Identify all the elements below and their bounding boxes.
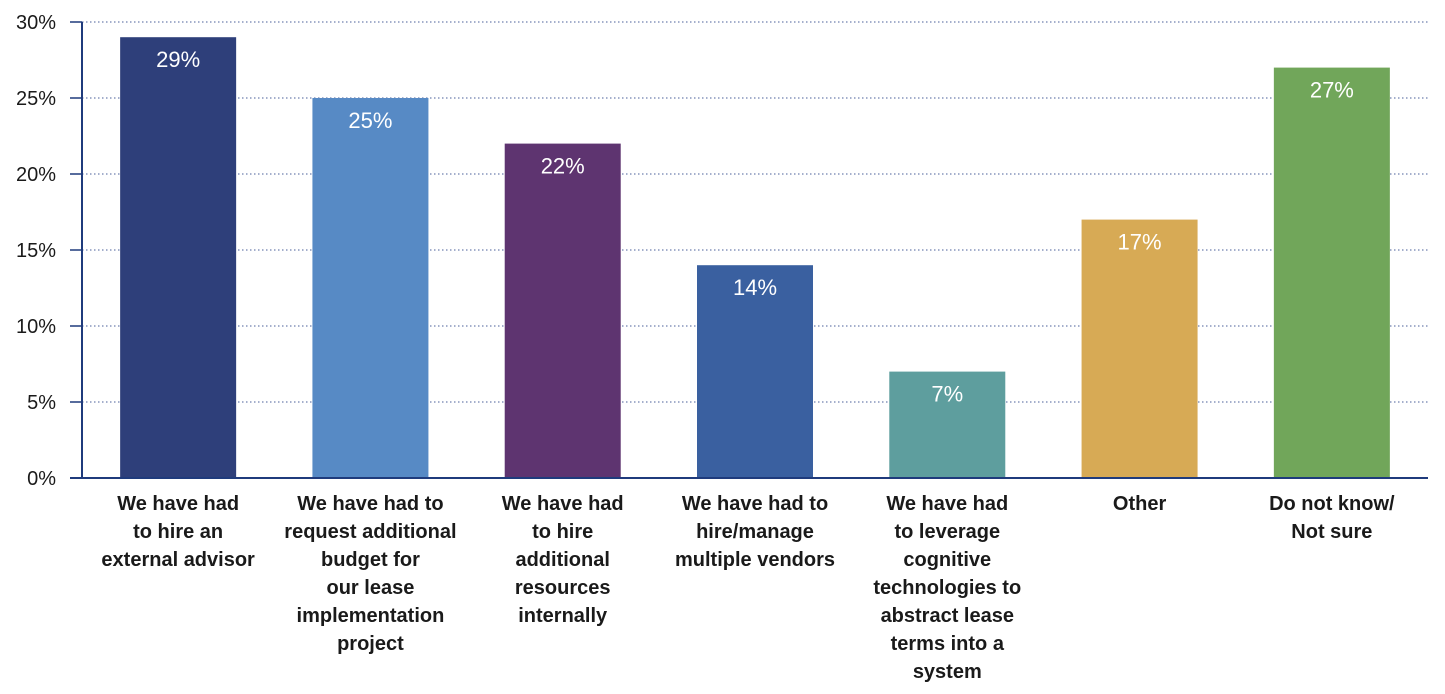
category-label-line: We have had [117,493,240,515]
category-label-line: hire/manage [696,521,814,543]
y-tick-label: 0% [27,468,56,490]
category-label-line: technologies to [873,577,1022,599]
category-label-line: We have had [886,493,1009,515]
y-tick-label: 20% [16,164,56,186]
category-label-line: Other [1112,493,1167,515]
bar-value-label: 29% [156,47,200,72]
category-label: We have had to hire/manage multiple vendor… [655,490,855,574]
y-tick-label: 10% [16,316,56,338]
category-label-line: We have had to [297,493,444,515]
category-label-line: to hire [532,521,594,543]
bars [120,37,1390,478]
category-label-line: Not sure [1291,521,1373,543]
category-label-line: external advisor [101,549,255,571]
category-label: Do not know/Not sure [1232,490,1432,546]
bar [1273,67,1390,478]
bar-value-label: 25% [348,108,392,133]
category-label-line: request additional [284,521,457,543]
bar-value-label: 7% [931,382,963,407]
bar-value-label: 27% [1310,78,1354,103]
category-label-line: budget for [320,549,420,571]
category-label-line: to hire an [133,521,224,543]
category-label-line: cognitive [903,549,992,571]
y-tick-label: 15% [16,240,56,262]
category-label-line: We have had to [681,493,829,515]
category-label-line: implementation [296,605,445,627]
category-label: We have had to hire additional resources int… [463,490,663,630]
category-label: Other [1040,490,1240,518]
y-tick-label: 30% [16,12,56,34]
bar-value-label: 14% [733,275,777,300]
bar [120,37,237,478]
bar [1081,219,1198,478]
bar-value-label: 22% [541,154,585,179]
bar [697,265,813,478]
category-label-line: multiple vendors [674,549,836,571]
category-label-line: Do not know/ [1269,493,1395,515]
category-label-line: system [912,661,982,683]
category-label-line: internally [518,605,608,627]
category-label: We have had to leverage cognitive technolog… [847,490,1047,686]
category-label-line: additional [515,549,610,571]
category-label-line: abstract lease [880,605,1014,627]
category-label-line: terms into a [890,633,1004,655]
bar [504,143,621,478]
category-label-line: resources [514,577,611,599]
y-tick-label: 25% [16,88,56,110]
y-tick-label: 5% [27,392,56,414]
value-labels: 29% 25% 22% 14% 7% 17% 27% [156,47,1354,406]
category-label-line: We have had [501,493,624,515]
y-axis-ticks: 0% 5% 10% 15% 20% 25% 30% [16,12,82,490]
bar [312,98,429,478]
bar [889,371,1006,478]
category-label: We have had to hire an external advisor [78,490,278,574]
bar-value-label: 17% [1118,230,1162,255]
category-label-line: project [337,633,404,655]
axes [70,22,1428,479]
category-label-line: to leverage [894,521,1001,543]
category-label-line: our lease [326,577,415,599]
category-label: We have had to request additional budget f… [270,490,470,658]
